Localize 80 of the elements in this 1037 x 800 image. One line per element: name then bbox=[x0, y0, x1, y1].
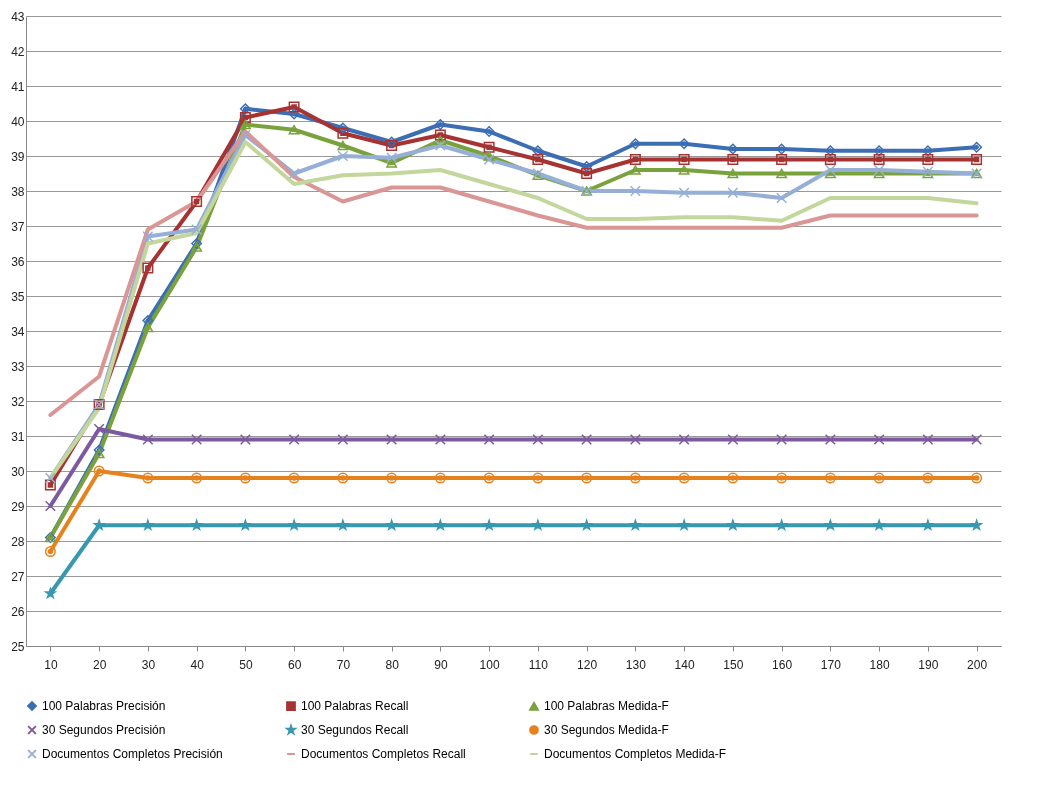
y-tick-label: 36 bbox=[11, 254, 25, 269]
y-tick-label: 28 bbox=[11, 534, 25, 549]
point bbox=[532, 434, 544, 445]
point bbox=[922, 434, 934, 445]
x-tick-label: 50 bbox=[239, 657, 253, 672]
point bbox=[337, 434, 349, 445]
y-tick-label: 40 bbox=[11, 114, 25, 129]
legend-label: Documentos Completos Precisión bbox=[42, 747, 223, 761]
point bbox=[142, 434, 154, 445]
point bbox=[386, 152, 398, 164]
point bbox=[776, 192, 788, 204]
y-tick-label: 41 bbox=[11, 79, 25, 94]
point bbox=[288, 168, 300, 179]
x-tick-label: 100 bbox=[479, 657, 500, 672]
point bbox=[386, 434, 398, 445]
x-tick-label: 150 bbox=[723, 657, 744, 672]
point bbox=[434, 434, 446, 445]
x-tick-label: 200 bbox=[967, 657, 988, 672]
point bbox=[727, 187, 739, 199]
point bbox=[629, 434, 641, 445]
point bbox=[678, 434, 690, 445]
y-tick-label: 42 bbox=[11, 44, 25, 59]
point bbox=[873, 434, 885, 445]
legend-label: 100 Palabras Medida-F bbox=[544, 699, 669, 714]
point bbox=[44, 500, 56, 512]
x-tick-label: 190 bbox=[918, 657, 939, 672]
legend-label: Documentos Completos Recall bbox=[301, 747, 466, 761]
point bbox=[581, 434, 593, 445]
y-tick-label: 32 bbox=[11, 394, 25, 409]
legend-label: 30 Segundos Precisión bbox=[42, 723, 166, 737]
x-tick-label: 20 bbox=[92, 657, 107, 672]
x-tick-label: 40 bbox=[190, 657, 205, 672]
point bbox=[239, 434, 251, 445]
x-tick-label: 110 bbox=[528, 657, 549, 672]
y-tick-label: 33 bbox=[11, 359, 25, 374]
point bbox=[678, 187, 690, 199]
x-tick-label: 160 bbox=[772, 657, 793, 672]
y-tick-label: 37 bbox=[11, 219, 25, 234]
point bbox=[142, 231, 154, 242]
legend-label: 100 Palabras Precisión bbox=[42, 699, 166, 714]
point bbox=[824, 434, 836, 445]
legend-label: 30 Segundos Recall bbox=[301, 723, 409, 737]
x-tick-label: 10 bbox=[44, 657, 58, 672]
legend-label: Documentos Completos Medida-F bbox=[544, 747, 727, 761]
point bbox=[93, 423, 105, 435]
point bbox=[191, 224, 203, 235]
point bbox=[483, 154, 495, 165]
y-tick-label: 30 bbox=[11, 464, 25, 479]
y-tick-label: 31 bbox=[11, 429, 25, 444]
point bbox=[483, 434, 495, 445]
x-tick-label: 140 bbox=[674, 657, 695, 672]
y-tick-label: 29 bbox=[11, 499, 25, 514]
x-tick-label: 170 bbox=[820, 657, 842, 672]
y-tick-label: 39 bbox=[11, 149, 25, 164]
y-tick-label: 26 bbox=[11, 604, 25, 619]
x-tick-label: 90 bbox=[434, 657, 448, 672]
point bbox=[44, 472, 56, 484]
x-tick-label: 180 bbox=[869, 657, 890, 672]
y-tick-label: 34 bbox=[11, 324, 25, 339]
point bbox=[434, 140, 446, 151]
point bbox=[239, 129, 251, 141]
y-tick-label: 25 bbox=[11, 639, 25, 654]
point bbox=[629, 185, 641, 197]
point bbox=[971, 434, 983, 445]
y-tick-label: 27 bbox=[11, 569, 25, 584]
point bbox=[191, 434, 203, 445]
y-tick-label: 35 bbox=[11, 289, 25, 304]
x-tick-label: 60 bbox=[287, 657, 302, 672]
x-tick-label: 80 bbox=[385, 657, 400, 672]
point bbox=[727, 434, 739, 445]
x-tick-label: 130 bbox=[625, 657, 647, 672]
y-tick-label: 43 bbox=[11, 9, 25, 24]
point bbox=[776, 434, 788, 445]
point bbox=[288, 434, 300, 445]
x-tick-label: 70 bbox=[336, 657, 351, 672]
x-tick-label: 30 bbox=[141, 657, 156, 672]
y-tick-label: 38 bbox=[11, 184, 25, 199]
x-tick-label: 120 bbox=[577, 657, 598, 672]
legend-label: 30 Segundos Medida-F bbox=[544, 723, 669, 737]
legend-label: 100 Palabras Recall bbox=[301, 699, 409, 714]
